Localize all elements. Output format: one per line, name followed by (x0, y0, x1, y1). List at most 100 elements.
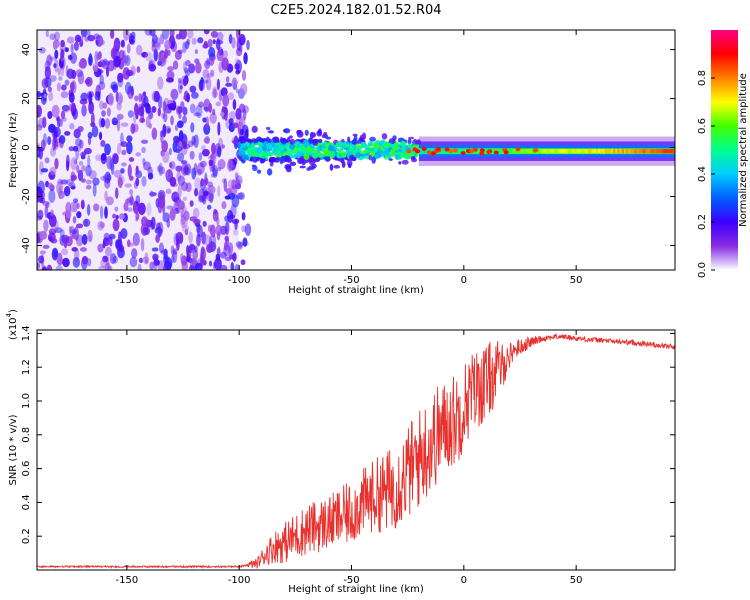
heatmap-cell (234, 172, 239, 180)
heatmap-cell (48, 123, 56, 134)
heatmap-cell (227, 242, 234, 255)
heatmap-cell (180, 181, 189, 192)
heatmap-cell (208, 186, 216, 194)
heatmap-cell (119, 213, 125, 220)
heatmap-cell (194, 177, 202, 191)
heatmap-cell (117, 72, 124, 83)
heatmap-cell (201, 145, 206, 151)
heatmap-cell (98, 131, 103, 141)
heatmap-cell (96, 52, 101, 61)
heatmap-cell (243, 52, 248, 65)
heatmap-cell (99, 39, 105, 46)
heatmap-cell (347, 163, 352, 169)
y-tick-label: 1.0 (21, 393, 32, 409)
heatmap-cell (201, 231, 207, 245)
x-tick-label: -50 (343, 575, 359, 586)
heatmap-cell (176, 152, 185, 162)
heatmap-cell (202, 187, 210, 197)
heatmap-cell (69, 201, 77, 213)
heatmap-cell (299, 165, 306, 169)
heatmap-cell (188, 265, 196, 270)
heatmap-cell (296, 129, 302, 135)
heatmap-cell (50, 226, 57, 232)
heatmap-cell (66, 36, 75, 44)
x-tick-label: 0 (461, 575, 467, 586)
heatmap-cell (177, 200, 185, 210)
heatmap-cell (221, 57, 229, 71)
heatmap-cell (150, 216, 156, 230)
heatmap-cell (231, 179, 237, 190)
heatmap-cell (283, 128, 291, 134)
y-tick-label: 0.2 (21, 528, 32, 544)
heatmap-cell (289, 161, 297, 166)
heatmap-cell (216, 217, 220, 226)
heatmap-cell (194, 49, 198, 55)
heatmap-cell (52, 139, 56, 152)
heatmap-cell (99, 221, 105, 229)
heatmap-cell (280, 149, 284, 154)
heatmap-cell (266, 148, 273, 152)
heatmap-cell (76, 143, 82, 152)
y-tick-label: 0.8 (21, 427, 32, 443)
heatmap-cell (87, 155, 91, 168)
heatmap-cell (303, 153, 310, 161)
heatmap-cell (71, 229, 78, 235)
heatmap-cell (57, 252, 63, 266)
heatmap-cell (165, 77, 174, 83)
heatmap-cell (175, 200, 180, 207)
heatmap-cell (100, 118, 106, 128)
heatmap-cell (58, 185, 62, 200)
heatmap-cell (172, 248, 178, 255)
heatmap-cell (162, 123, 167, 138)
heatmap-cell (368, 140, 374, 147)
heatmap-cell (382, 142, 390, 148)
heatmap-cell (41, 197, 46, 204)
heatmap-cell (233, 228, 239, 237)
heatmap-cell (54, 158, 59, 170)
heatmap-cell (102, 240, 106, 249)
heatmap-cell (204, 136, 211, 144)
heatmap-cell (308, 165, 316, 171)
heatmap-cell (162, 150, 170, 164)
heatmap-cell (68, 103, 76, 112)
heatmap-cell (255, 148, 263, 154)
heatmap-cell (188, 243, 196, 251)
heatmap-cell (84, 218, 88, 228)
heatmap-cell (306, 151, 313, 155)
heatmap-cell (223, 50, 229, 58)
heatmap-cell (179, 85, 183, 90)
heatmap-cell (184, 228, 189, 236)
heatmap-cell (65, 209, 72, 219)
heatmap-cell (228, 118, 234, 125)
heatmap-cell (54, 140, 59, 150)
heatmap-cell (104, 60, 111, 66)
spectrogram-y-label: Frequency (Hz) (8, 112, 19, 188)
heatmap-cell (407, 138, 412, 145)
heatmap-cell (73, 41, 79, 51)
heatmap-cell (181, 224, 190, 233)
heatmap-cell (104, 118, 111, 129)
heatmap-cell (56, 137, 63, 144)
heatmap-cell (186, 92, 190, 103)
y-tick-label: -20 (21, 188, 32, 204)
heatmap-cell (100, 153, 107, 165)
heatmap-cell (146, 202, 152, 217)
heatmap-cell (138, 93, 142, 103)
heatmap-cell (195, 62, 202, 74)
heatmap-cell (75, 69, 84, 78)
heatmap-cell (164, 49, 169, 59)
y-tick-label: 1.2 (21, 359, 32, 375)
heatmap-cell (105, 196, 114, 206)
heatmap-cell (147, 172, 154, 180)
heatmap-cell (93, 203, 100, 212)
heatmap-cell (162, 111, 168, 123)
heatmap-cell (103, 232, 110, 242)
heatmap-cell (149, 261, 155, 270)
heatmap-cell (221, 201, 227, 210)
heatmap-cell (86, 203, 91, 216)
heatmap-cell (203, 106, 210, 111)
heatmap-cell (172, 60, 179, 70)
heatmap-cell (132, 232, 140, 246)
heatmap-cell (169, 208, 176, 221)
heatmap-cell (215, 253, 221, 261)
